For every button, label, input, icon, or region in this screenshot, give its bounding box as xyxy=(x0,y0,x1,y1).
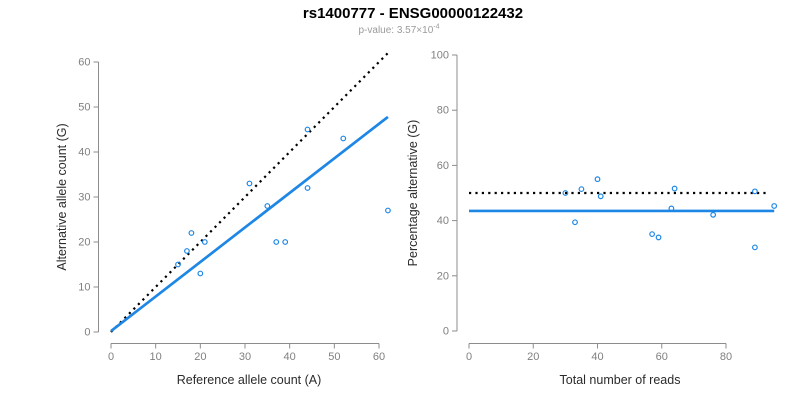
y-axis-title: Alternative allele count (G) xyxy=(55,123,69,270)
data-point xyxy=(562,190,569,196)
y-tick-label: 100 xyxy=(431,50,449,62)
x-tick-label: 60 xyxy=(373,351,385,363)
x-tick-label: 0 xyxy=(108,351,114,363)
data-point xyxy=(201,239,208,245)
data-point xyxy=(578,186,585,193)
y-tick-label: 60 xyxy=(78,57,90,69)
data-point xyxy=(273,239,280,245)
data-point xyxy=(264,203,271,209)
data-point xyxy=(304,185,311,191)
data-point xyxy=(197,270,204,277)
y-tick-label: 50 xyxy=(78,102,90,114)
x-axis-title: Reference allele count (A) xyxy=(177,373,322,387)
fit-line xyxy=(110,115,389,333)
data-point xyxy=(671,185,678,192)
data-point xyxy=(304,126,311,133)
x-tick-label: 60 xyxy=(656,351,668,363)
data-point xyxy=(282,239,289,245)
identity-line xyxy=(110,52,389,333)
x-tick-label: 20 xyxy=(194,351,206,363)
data-point xyxy=(649,231,656,238)
data-point xyxy=(184,248,190,254)
x-tick-label: 50 xyxy=(328,351,340,363)
data-point xyxy=(752,188,758,195)
data-point xyxy=(188,230,195,236)
data-point xyxy=(597,193,604,200)
y-tick-label: 10 xyxy=(78,282,90,294)
x-tick-label: 30 xyxy=(239,351,251,363)
y-tick-label: 20 xyxy=(437,270,449,282)
x-axis-title: Total number of reads xyxy=(560,373,681,387)
y-axis-title: Percentage alternative (G) xyxy=(406,120,420,267)
x-tick-label: 80 xyxy=(720,351,732,363)
data-point xyxy=(594,176,601,183)
data-point xyxy=(668,205,675,212)
y-tick-label: 0 xyxy=(84,327,90,339)
data-point xyxy=(175,261,181,268)
x-tick-label: 10 xyxy=(150,351,162,363)
data-point xyxy=(385,207,391,214)
y-tick-label: 40 xyxy=(78,147,90,159)
data-point xyxy=(771,203,778,209)
y-tick-label: 30 xyxy=(78,192,90,204)
x-tick-label: 40 xyxy=(591,351,603,363)
y-tick-label: 40 xyxy=(437,215,449,227)
data-point xyxy=(246,180,253,187)
data-point xyxy=(340,135,347,142)
data-point xyxy=(572,219,578,226)
y-tick-label: 80 xyxy=(437,105,449,117)
y-tick-label: 60 xyxy=(437,160,449,172)
page-title: rs1400777 - ENSG00000122432 xyxy=(302,5,524,22)
x-tick-label: 20 xyxy=(527,351,539,363)
x-tick-label: 0 xyxy=(466,351,472,363)
data-point xyxy=(710,211,717,218)
data-point xyxy=(655,234,662,241)
y-tick-label: 0 xyxy=(443,326,449,338)
y-tick-label: 20 xyxy=(78,237,90,249)
x-tick-label: 40 xyxy=(284,351,296,363)
p-value-subtitle: p-value: 3.57×10-4 xyxy=(358,23,440,36)
p-value-text: p-value: 3.57×10 xyxy=(358,25,434,36)
data-point xyxy=(752,244,758,251)
p-value-exponent: -4 xyxy=(433,23,440,31)
